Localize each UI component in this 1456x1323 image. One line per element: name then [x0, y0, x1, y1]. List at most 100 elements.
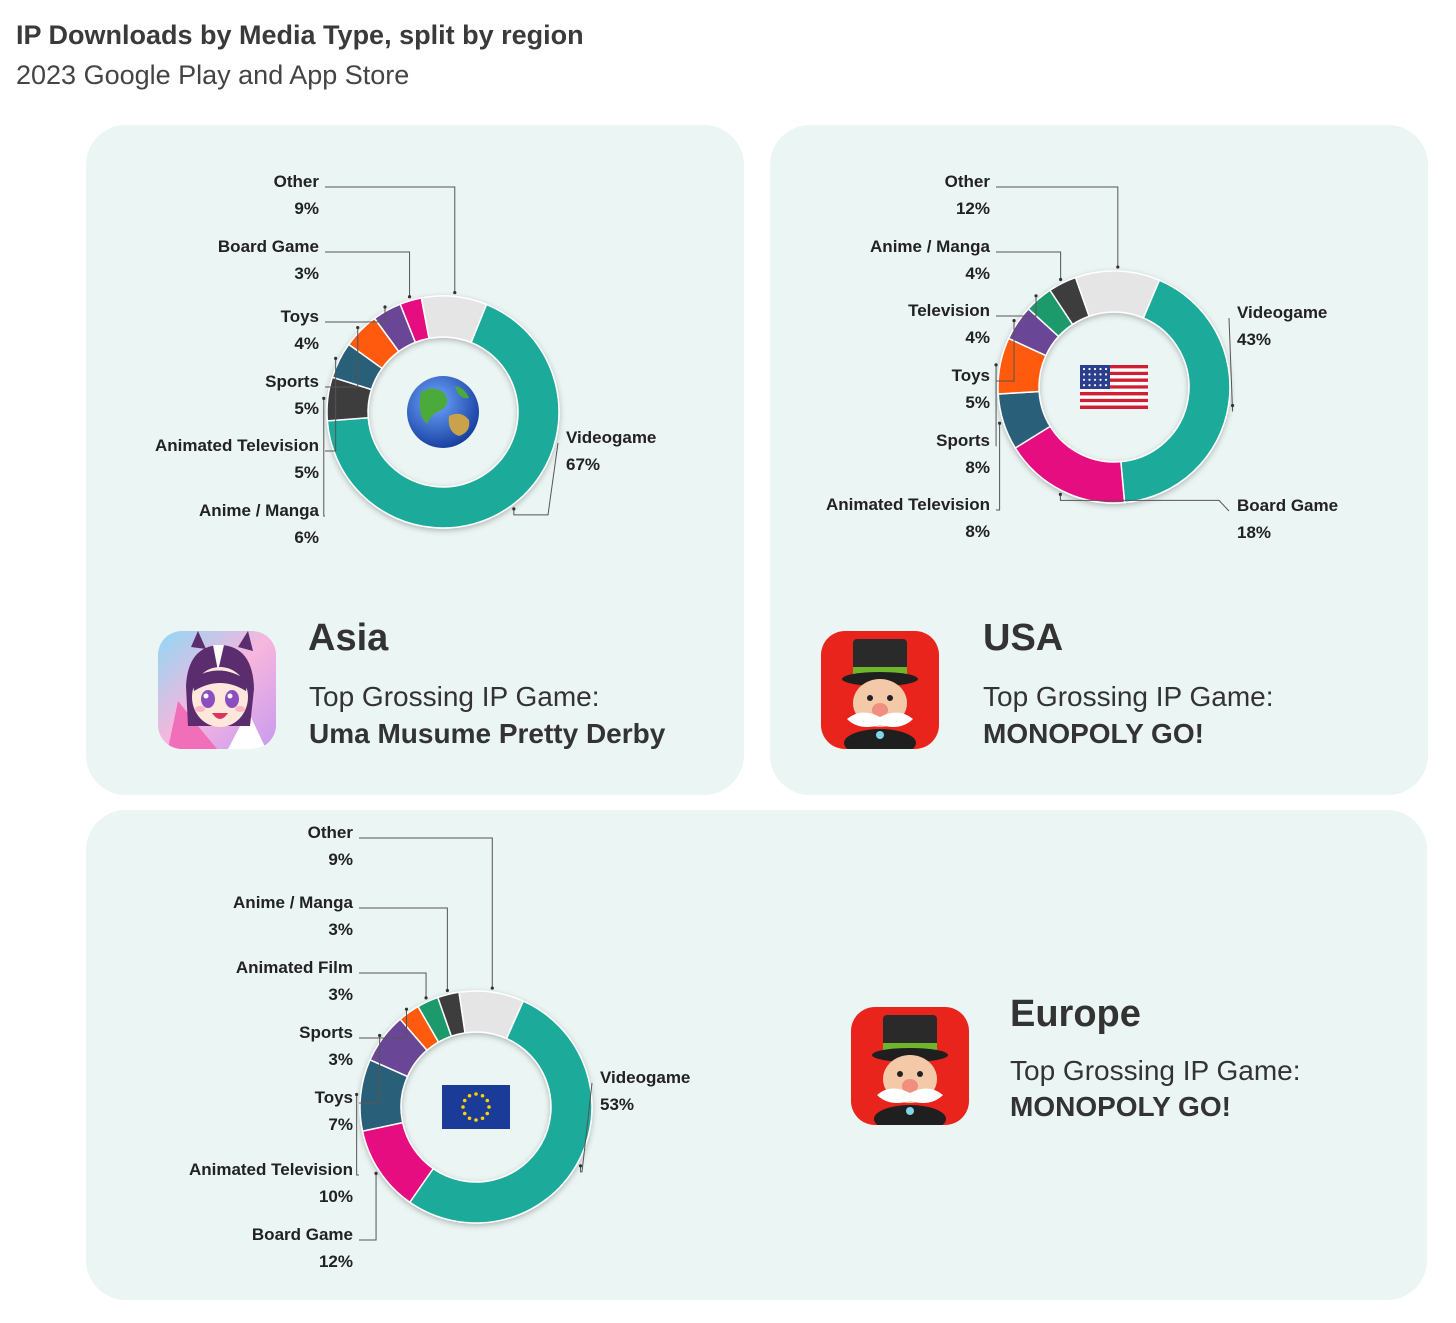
- monopoly-man-icon: [851, 1007, 969, 1125]
- slice-value-board-game: 3%: [294, 264, 319, 283]
- leader-dot-videogame: [578, 1164, 583, 1168]
- leader-dot-animated-television: [998, 421, 1002, 425]
- top-game-usa: MONOPOLY GO!: [983, 718, 1204, 749]
- slice-label-sports: Sports: [265, 372, 319, 391]
- slice-label-television: Television: [908, 301, 990, 320]
- chart-title: IP Downloads by Media Type, split by reg…: [16, 20, 584, 50]
- slice-label-sports: Sports: [299, 1023, 353, 1042]
- slice-label-animated-television: Animated Television: [826, 495, 990, 514]
- leader-line-television: [996, 295, 1037, 317]
- leader-line-videogame: [513, 442, 559, 516]
- slice-label-other: Other: [274, 172, 320, 191]
- leader-line-sports: [359, 1009, 407, 1039]
- slice-value-sports: 8%: [965, 458, 990, 477]
- leader-dot-board-game: [374, 1171, 378, 1176]
- slice-label-other: Other: [945, 172, 991, 191]
- leader-line-sports: [325, 327, 359, 388]
- slice-label-board-game: Board Game: [252, 1225, 353, 1244]
- slice-label-board-game: Board Game: [218, 237, 319, 256]
- leader-dot-board-game: [1058, 492, 1063, 496]
- slice-other: [458, 990, 525, 1040]
- slice-value-other: 12%: [956, 199, 990, 218]
- top-grossing-label-asia: Top Grossing IP Game:: [309, 681, 600, 712]
- slice-value-animated-film: 3%: [328, 985, 353, 1004]
- slice-value-toys: 5%: [965, 393, 990, 412]
- leader-dot-board-game: [407, 295, 412, 299]
- slice-value-sports: 3%: [328, 1050, 353, 1069]
- slice-other: [420, 295, 488, 344]
- slice-value-sports: 5%: [294, 399, 319, 418]
- donut-europe: Videogame 53% Board Game 12% Animated Televi…: [189, 823, 690, 1271]
- leader-dot-videogame: [512, 507, 516, 511]
- leader-line-toys: [359, 1035, 381, 1104]
- slice-value-television: 4%: [965, 328, 990, 347]
- slice-value-toys: 7%: [328, 1115, 353, 1134]
- leader-line-board-game: [1059, 494, 1230, 512]
- chart-subtitle: 2023 Google Play and App Store: [16, 60, 410, 90]
- slice-label-videogame: Videogame: [1237, 303, 1327, 322]
- leader-dot-anime-manga: [1059, 277, 1063, 282]
- leader-line-anime-manga: [323, 398, 325, 517]
- leader-line-animated-television: [325, 358, 337, 452]
- leader-dot-other: [453, 290, 457, 295]
- slice-label-anime-manga: Anime / Manga: [870, 237, 991, 256]
- slice-value-animated-television: 5%: [294, 463, 319, 482]
- region-name-asia: Asia: [308, 617, 389, 659]
- leader-line-animated-television: [996, 423, 1001, 511]
- leader-line-anime-manga: [996, 251, 1062, 280]
- slice-value-videogame: 53%: [600, 1095, 634, 1114]
- europe-card: [86, 810, 1427, 1300]
- leader-line-toys: [325, 306, 386, 323]
- slice-value-animated-television: 10%: [319, 1187, 353, 1206]
- slice-label-toys: Toys: [952, 366, 990, 385]
- slice-value-anime-manga: 4%: [965, 264, 990, 283]
- leader-dot-animated-television: [355, 1092, 359, 1097]
- slice-value-board-game: 18%: [1237, 523, 1271, 542]
- slice-label-anime-manga: Anime / Manga: [199, 501, 320, 520]
- slice-other: [1074, 270, 1161, 319]
- slice-label-animated-television: Animated Television: [155, 436, 319, 455]
- leader-dot-toys: [1012, 319, 1016, 323]
- donut-usa: Videogame 43% Board Game 18% Animated Televi…: [826, 172, 1338, 542]
- slice-label-animated-film: Animated Film: [236, 958, 353, 977]
- slice-value-videogame: 67%: [566, 455, 600, 474]
- slice-value-other: 9%: [328, 850, 353, 869]
- region-name-europe: Europe: [1010, 993, 1141, 1035]
- monopoly-man-icon: [821, 631, 939, 749]
- leader-dot-videogame: [1230, 403, 1235, 408]
- anime-character-icon: [158, 631, 276, 749]
- leader-dot-sports: [356, 325, 360, 330]
- slice-label-animated-television: Animated Television: [189, 1160, 353, 1179]
- slice-value-board-game: 12%: [319, 1252, 353, 1271]
- leader-line-videogame: [1228, 317, 1234, 412]
- leader-dot-sports: [994, 363, 998, 367]
- leader-dot-toys: [378, 1033, 382, 1038]
- leader-dot-toys: [383, 305, 387, 309]
- slice-videogame: [326, 303, 560, 529]
- slice-label-toys: Toys: [315, 1088, 353, 1107]
- leader-dot-sports: [404, 1007, 409, 1011]
- leader-line-animated-television: [356, 1094, 359, 1176]
- leader-line-toys: [996, 320, 1015, 382]
- slice-label-videogame: Videogame: [566, 428, 656, 447]
- slice-videogame: [408, 1000, 593, 1224]
- us-flag-icon: [1080, 365, 1148, 409]
- leader-dot-other: [1116, 265, 1120, 269]
- leader-dot-television: [1034, 294, 1038, 298]
- top-grossing-label-europe: Top Grossing IP Game:: [1010, 1055, 1301, 1086]
- leader-line-animated-film: [359, 972, 427, 998]
- slice-value-other: 9%: [294, 199, 319, 218]
- slice-label-anime-manga: Anime / Manga: [233, 893, 354, 912]
- leader-line-other: [359, 837, 493, 989]
- leader-line-videogame: [580, 1082, 593, 1173]
- slice-value-anime-manga: 3%: [328, 920, 353, 939]
- leader-dot-other: [490, 986, 494, 990]
- slice-label-other: Other: [308, 823, 354, 842]
- slice-label-board-game: Board Game: [1237, 496, 1338, 515]
- slice-value-toys: 4%: [294, 334, 319, 353]
- leader-dot-animated-film: [424, 996, 428, 1000]
- leader-line-board-game: [325, 251, 411, 297]
- leader-line-other: [996, 186, 1119, 268]
- leader-line-anime-manga: [359, 907, 448, 991]
